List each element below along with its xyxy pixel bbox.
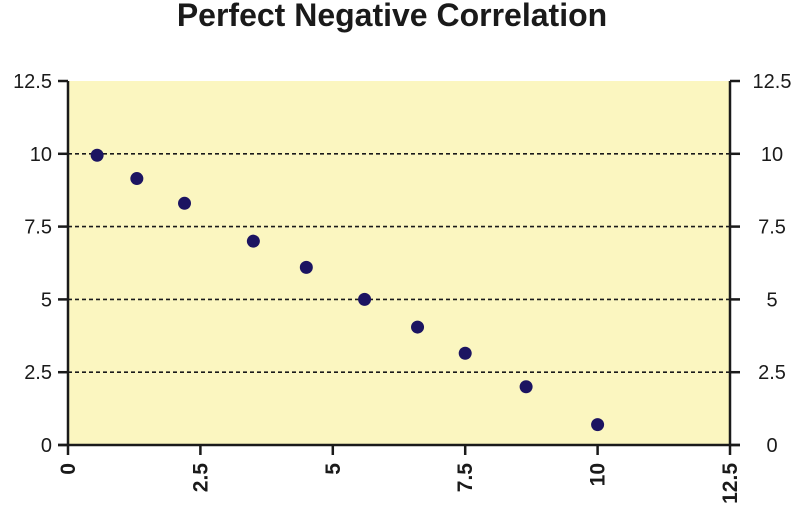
y-tick-label-left: 2.5	[24, 362, 52, 384]
axes	[58, 81, 740, 447]
y-tick-label-right: 0	[766, 435, 777, 457]
y-tick-label-left: 7.5	[24, 217, 52, 239]
y-tick-label-right: 12.5	[753, 71, 792, 93]
data-point	[411, 320, 425, 334]
y-tick-label-right: 5	[766, 289, 777, 311]
x-tick-label: 0	[57, 463, 80, 475]
y-tick-label-left: 12.5	[13, 71, 52, 93]
plot-background	[68, 81, 730, 445]
x-tick-label: 2.5	[189, 463, 212, 493]
data-point	[299, 260, 313, 274]
data-point	[519, 380, 533, 394]
grid-lines	[68, 153, 730, 374]
data-point	[358, 292, 372, 306]
data-points	[90, 148, 605, 432]
data-point	[458, 346, 472, 360]
x-tick-label: 7.5	[454, 463, 477, 493]
y-tick-label-right: 2.5	[758, 362, 786, 384]
y-tick-label-left: 5	[41, 289, 52, 311]
x-axis: 0 2.5 5 7.5 10 12.5	[57, 445, 742, 504]
data-point	[178, 196, 192, 210]
data-point	[246, 234, 260, 248]
y-tick-label-left: 10	[30, 144, 52, 166]
data-point	[90, 148, 104, 162]
x-tick-label: 12.5	[719, 463, 742, 504]
y-tick-label-right: 7.5	[758, 217, 786, 239]
y-axis-left: 0 2.5 5 7.5 10 12.5	[13, 71, 68, 457]
y-tick-label-right: 10	[761, 144, 783, 166]
x-tick-label: 10	[587, 463, 610, 486]
data-point	[591, 418, 605, 432]
x-tick-label: 5	[322, 463, 345, 475]
chart-title: Perfect Negative Correlation	[177, 0, 607, 33]
data-point	[130, 172, 144, 186]
y-axis-right: 0 2.5 5 7.5 10 12.5	[730, 71, 791, 457]
y-tick-label-left: 0	[41, 435, 52, 457]
